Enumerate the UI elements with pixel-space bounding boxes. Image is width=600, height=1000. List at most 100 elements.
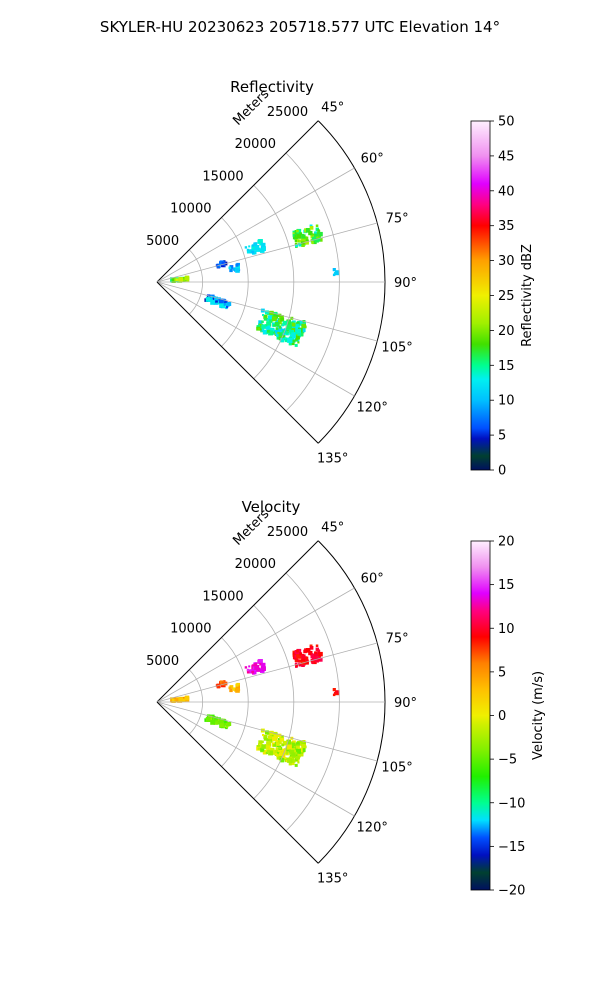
colorbar-tick-label: 25 xyxy=(498,289,515,304)
echo-pixel xyxy=(262,750,268,755)
echo-pixel xyxy=(261,662,266,668)
echo-pixel xyxy=(277,318,281,321)
echo-pixel xyxy=(275,333,278,336)
echo-pixel xyxy=(311,661,314,664)
echo-pixel xyxy=(305,648,311,653)
echo-pixel xyxy=(279,326,282,329)
echo-pixel xyxy=(335,690,340,694)
echo-pixel xyxy=(294,331,298,335)
echo-pixel xyxy=(311,653,314,656)
echo-pixel xyxy=(258,740,263,745)
range-tick-label: 20000 xyxy=(235,557,276,572)
echo-pixel xyxy=(208,295,211,299)
echo-pixel xyxy=(288,342,292,346)
sector-edge xyxy=(156,540,319,703)
echo-pixel xyxy=(261,744,266,749)
angle-tick-label: 60° xyxy=(361,572,384,587)
echo-pixel xyxy=(266,749,270,753)
angle-tick-label: 90° xyxy=(394,696,417,711)
echo-pixel xyxy=(292,759,296,763)
colorbar-tick-label: 35 xyxy=(498,219,515,234)
echo-pixel xyxy=(251,244,255,247)
echo-pixel xyxy=(261,740,264,743)
echo-pixel xyxy=(301,234,306,239)
echo-pixel xyxy=(291,320,296,325)
figure-title: SKYLER-HU 20230623 205718.577 UTC Elevat… xyxy=(100,18,500,36)
echo-pixel xyxy=(271,316,277,322)
echo-pixel xyxy=(332,268,336,272)
reflectivity-grid xyxy=(156,120,386,444)
echo-pixel xyxy=(313,653,317,657)
echo-pixel xyxy=(178,277,183,282)
echo-pixel xyxy=(246,250,251,254)
colorbar-tick-label: 0 xyxy=(498,709,506,724)
echo-pixel xyxy=(311,233,314,236)
echo-pixel xyxy=(280,737,285,742)
echo-pixel xyxy=(227,722,232,726)
echo-pixel xyxy=(268,315,272,320)
echo-pixel xyxy=(262,734,265,737)
echo-pixel xyxy=(301,237,306,242)
echo-pixel xyxy=(286,329,289,332)
echo-pixel xyxy=(210,720,215,725)
echo-pixel xyxy=(292,232,296,235)
echo-pixel xyxy=(292,653,296,658)
echo-pixel xyxy=(246,248,250,252)
echo-pixel xyxy=(296,228,302,234)
echo-pixel xyxy=(235,265,240,270)
echo-pixel xyxy=(268,319,273,323)
echo-pixel xyxy=(301,323,306,329)
echo-pixel xyxy=(272,750,275,754)
echo-pixel xyxy=(272,330,275,334)
echo-pixel xyxy=(284,757,287,760)
echo-pixel xyxy=(265,326,269,330)
echo-pixel xyxy=(265,331,269,334)
echo-pixel xyxy=(235,685,240,690)
echo-pixel xyxy=(297,341,300,344)
echo-pixel xyxy=(275,747,279,750)
echo-pixel xyxy=(285,759,288,763)
echo-pixel xyxy=(270,747,275,752)
echo-pixel xyxy=(261,666,266,671)
echo-pixel xyxy=(296,748,301,754)
echo-pixel xyxy=(265,746,269,750)
echo-pixel xyxy=(282,744,285,747)
echo-pixel xyxy=(178,697,183,702)
echo-pixel xyxy=(288,762,292,766)
echo-pixel xyxy=(266,329,270,333)
echo-pixel xyxy=(258,659,263,664)
echo-pixel xyxy=(275,742,280,746)
echo-pixel xyxy=(263,314,268,319)
angle-tick-label: 135° xyxy=(317,872,348,887)
echo-pixel xyxy=(279,337,285,343)
echo-pixel xyxy=(311,656,317,661)
velocity-title: Velocity xyxy=(242,498,301,516)
echo-pixel xyxy=(282,324,285,327)
echo-pixel xyxy=(296,649,299,653)
echo-pixel xyxy=(290,760,295,766)
echo-pixel xyxy=(332,273,336,277)
echo-pixel xyxy=(182,278,186,282)
echo-pixel xyxy=(175,278,179,282)
echo-pixel xyxy=(318,231,323,237)
echo-pixel xyxy=(291,740,296,745)
echo-pixel xyxy=(263,737,267,741)
echo-pixel xyxy=(251,664,255,667)
echo-pixel xyxy=(223,723,227,726)
echo-pixel xyxy=(277,332,280,335)
angle-tick-label: 135° xyxy=(317,452,348,467)
echo-pixel xyxy=(285,339,288,343)
echo-pixel xyxy=(285,751,288,755)
echo-pixel xyxy=(295,244,298,247)
reflectivity-angle-labels: 45° 60° 75° 90° 105° 120° 135° xyxy=(317,100,417,466)
range-tick-label: 15000 xyxy=(202,169,243,184)
echo-pixel xyxy=(258,320,263,325)
echo-pixel xyxy=(294,662,298,666)
colorbar-tick-label: 45 xyxy=(498,149,515,164)
echo-pixel xyxy=(282,755,286,758)
echo-pixel xyxy=(254,245,260,250)
echo-pixel xyxy=(299,740,303,744)
range-tick-label: 10000 xyxy=(170,622,211,637)
echo-pixel xyxy=(229,688,233,693)
